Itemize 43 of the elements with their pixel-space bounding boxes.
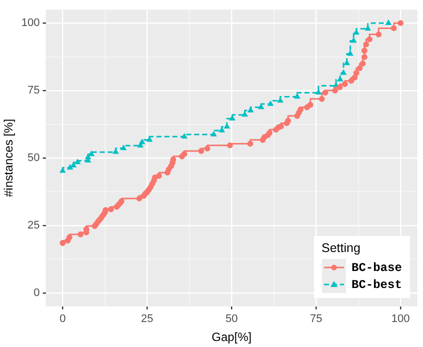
x-tick-label: 50 [226,313,238,326]
y-axis-title: #instances [%] [2,118,16,198]
point [258,104,264,110]
point [242,112,248,117]
point [67,164,73,170]
point [350,38,356,43]
x-tick-label: 75 [310,313,322,326]
point [113,149,118,154]
point [88,151,94,156]
legend-label: BC-best [352,278,402,292]
legend-title: Setting [322,241,362,256]
point [60,168,66,173]
y-tick-label: 50 [28,152,40,164]
point [354,30,359,35]
point [348,50,353,56]
y-tick-label: 25 [28,219,40,232]
x-tick-label: 0 [60,313,66,326]
point [248,108,254,112]
point [316,90,322,95]
point [224,124,230,129]
point [268,101,274,106]
point [365,26,370,31]
point [85,154,91,160]
point [146,136,152,142]
point [344,60,350,66]
x-axis-title: Gap[%] [212,330,252,344]
legend-label: BC-base [352,260,402,275]
point [278,98,283,103]
x-tick-label: 25 [141,313,154,326]
point [120,145,126,150]
point [219,128,224,132]
point [337,76,343,82]
point [70,162,76,168]
point [230,116,235,120]
point [294,94,300,99]
point [139,139,145,144]
point [138,142,144,148]
y-tick-label: 100 [21,17,40,30]
x-tick-label: 100 [391,313,410,326]
y-tick-label: 75 [28,84,40,97]
y-tick-label: 0 [34,286,40,299]
point [74,159,80,164]
point [182,134,187,139]
